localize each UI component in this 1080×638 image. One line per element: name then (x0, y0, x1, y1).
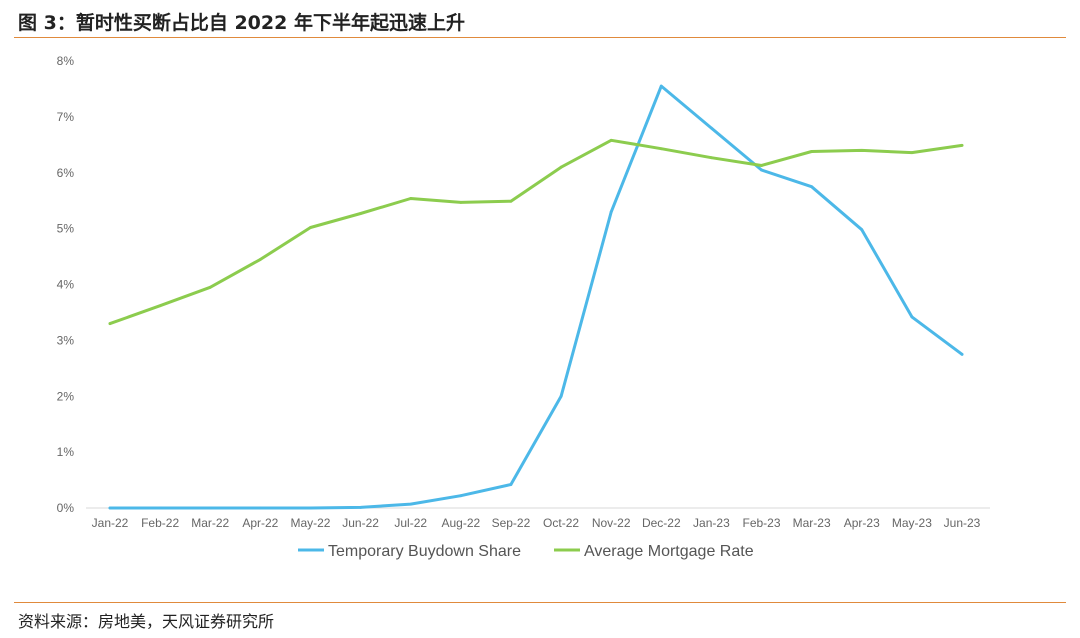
data-point (860, 149, 864, 152)
x-tick-label: Mar-23 (793, 516, 831, 530)
data-point (760, 164, 763, 167)
y-tick-label: 2% (57, 389, 75, 403)
y-tick-label: 6% (57, 166, 75, 180)
data-point (710, 156, 713, 160)
x-tick-label: Sep-22 (492, 516, 531, 530)
data-point (409, 197, 413, 200)
data-point (659, 147, 663, 151)
x-tick-label: Mar-22 (191, 516, 229, 530)
x-tick-label: Aug-22 (441, 516, 480, 530)
data-point (258, 257, 262, 261)
x-tick-label: Oct-22 (543, 516, 579, 530)
x-tick-label: Jan-23 (693, 516, 730, 530)
source-note: 资料来源：房地美，天风证券研究所 (18, 612, 275, 631)
title-divider (14, 37, 1066, 38)
y-tick-label: 4% (57, 278, 75, 292)
data-point (760, 168, 763, 172)
x-tick-label: Feb-22 (141, 516, 179, 530)
data-point (158, 304, 162, 308)
x-tick-label: Apr-23 (844, 516, 880, 530)
data-point (509, 483, 513, 486)
series-layer (108, 84, 964, 510)
data-point (960, 352, 964, 356)
data-point (108, 506, 112, 510)
y-axis: 0% 1% 2% 3% 4% 5% 6% 7% 8% (57, 54, 75, 515)
data-point (108, 322, 112, 326)
legend-label: Average Mortgage Rate (584, 543, 754, 560)
data-point (309, 226, 312, 229)
y-tick-label: 7% (57, 110, 75, 124)
data-point (208, 285, 212, 289)
legend-label: Temporary Buydown Share (328, 543, 521, 560)
x-tick-label: Nov-22 (592, 516, 631, 530)
data-point (659, 84, 663, 88)
chart-title: 图 3：暂时性买断占比自 2022 年下半年起迅速上升 (18, 12, 465, 34)
data-point (810, 185, 814, 189)
x-tick-label: Jan-22 (92, 516, 129, 530)
series-line-0 (108, 84, 964, 510)
y-tick-label: 1% (57, 445, 75, 459)
data-point (509, 199, 513, 203)
data-point (409, 502, 413, 506)
x-tick-label: Jun-23 (944, 516, 981, 530)
data-point (810, 150, 814, 153)
data-point (158, 506, 162, 510)
line-chart: 0% 1% 2% 3% 4% 5% 6% 7% 8% Jan-22 Feb-22 Mar-22 Apr… (57, 54, 990, 560)
x-tick-label: Apr-22 (242, 516, 278, 530)
legend: Temporary Buydown Share Average Mortgage … (298, 543, 754, 560)
data-point (960, 143, 964, 147)
x-tick-label: May-23 (892, 516, 932, 530)
data-point (359, 212, 362, 215)
data-point (359, 506, 362, 509)
footer-divider (14, 602, 1066, 603)
data-point (710, 126, 713, 130)
data-point (309, 506, 312, 510)
x-axis: Jan-22 Feb-22 Mar-22 Apr-22 May-22 Jun-22 Jul-… (92, 516, 981, 530)
data-point (459, 494, 463, 498)
data-point (910, 151, 914, 155)
data-point (609, 210, 613, 214)
data-point (208, 506, 212, 510)
x-tick-label: May-22 (290, 516, 330, 530)
data-point (559, 165, 563, 169)
data-point (559, 394, 563, 398)
y-tick-label: 0% (57, 501, 75, 515)
x-tick-label: Jul-22 (394, 516, 427, 530)
data-point (860, 228, 864, 232)
y-tick-label: 8% (57, 54, 75, 68)
data-point (258, 506, 262, 510)
series-line-1 (108, 138, 964, 326)
x-tick-label: Dec-22 (642, 516, 681, 530)
data-point (459, 200, 463, 204)
y-tick-label: 5% (57, 222, 75, 236)
x-tick-label: Feb-23 (743, 516, 781, 530)
data-point (609, 138, 613, 142)
y-tick-label: 3% (57, 333, 75, 347)
data-point (910, 315, 914, 319)
x-tick-label: Jun-22 (342, 516, 379, 530)
